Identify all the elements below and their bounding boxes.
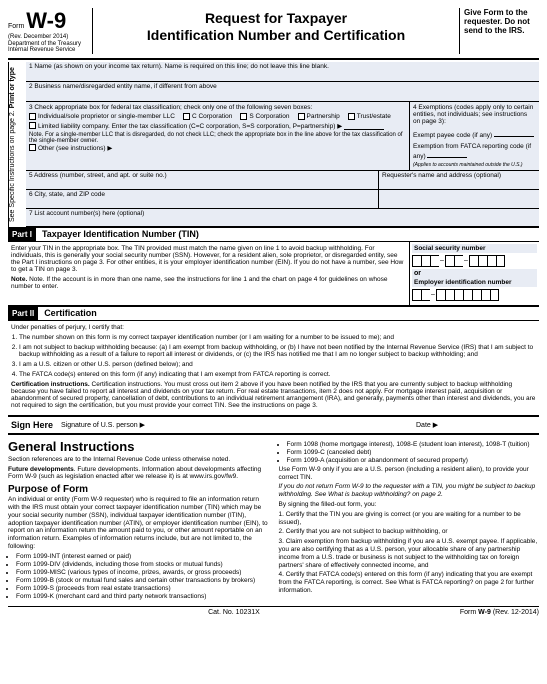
f4-note: (Applies to accounts maintained outside … [413,162,536,168]
cb-individual[interactable]: Individual/sole proprietor or single-mem… [29,113,175,120]
header-left: Form W-9 (Rev. December 2014) Department… [8,8,93,54]
part2-title: Certification [44,308,97,318]
tin-p2: Note. Note. If the account is in more th… [11,276,406,290]
sign-here-label: Sign Here [11,420,53,430]
cert-instructions: Certification instructions. Certificatio… [11,381,536,409]
page-footer: Cat. No. 10231X Form W-9 (Rev. 12-2014) [8,606,539,616]
cb-trust[interactable]: Trust/estate [348,113,391,120]
form-body: 1 Name (as shown on your income tax retu… [26,62,539,227]
col2-s3: 3. Claim exemption from backup withholdi… [279,538,540,569]
form-number: W-9 [26,8,66,33]
cb-other[interactable]: Other (see instructions) ▶ [29,144,406,152]
col2-p1: Use Form W-9 only if you are a U.S. pers… [279,466,540,482]
title-line2: Identification Number and Certification [101,27,451,44]
ein-input[interactable]: – [412,289,537,301]
signature-field[interactable]: Signature of U.S. person ▶ [61,421,416,429]
sidebar-line2: See Specific Instructions on page 2. [9,110,16,222]
cert-item-3: I am a U.S. citizen or other U.S. person… [19,361,536,368]
col2-p2: If you do not return Form W-9 to the req… [279,483,540,499]
field-3-classification: 3 Check appropriate box for federal tax … [26,102,539,171]
purpose-title: Purpose of Form [8,484,269,495]
box3-left: 3 Check appropriate box for federal tax … [26,102,409,170]
part1-title: Taxpayer Identification Number (TIN) [42,229,199,239]
date-field[interactable]: Date ▶ [416,421,536,429]
ein-label: Employer identification number [412,278,537,287]
header-center: Request for Taxpayer Identification Numb… [93,8,459,54]
form-header: Form W-9 (Rev. December 2014) Department… [8,8,539,60]
f4-label: 4 Exemptions (codes apply only to certai… [413,104,536,125]
certification-section: Under penalties of perjury, I certify th… [8,321,539,415]
revision-date: (Rev. December 2014) [8,34,88,41]
gen-p1: Section references are to the Internal R… [8,456,269,464]
cb-llc[interactable]: Limited liability company. Enter the tax… [29,122,406,130]
gen-p2: Future developments. Future developments… [8,466,269,482]
field-2-business[interactable]: 2 Business name/disregarded entity name,… [26,82,539,102]
part2-header: Part II Certification [8,306,539,321]
field-7-account[interactable]: 7 List account number(s) here (optional) [26,209,539,227]
footer-form: Form W-9 (Rev. 12-2014) [460,609,539,616]
tin-p1: Enter your TIN in the appropriate box. T… [11,245,406,273]
or-label: or [412,269,537,278]
instructions-col1: General Instructions Section references … [8,439,269,602]
f3-label: 3 Check appropriate box for federal tax … [29,104,406,111]
part1-header: Part I Taxpayer Identification Number (T… [8,227,539,242]
part1-label: Part I [8,228,36,241]
header-right: Give Form to the requester. Do not send … [459,8,539,54]
field-4-exemptions: 4 Exemptions (codes apply only to certai… [409,102,539,170]
f4-exempt[interactable]: Exempt payee code (if any) [413,129,536,139]
tin-boxes-area: Social security number – – or Employer i… [409,242,539,305]
f3-note: Note. For a single-member LLC that is di… [29,132,406,144]
purpose-p1: An individual or entity (Form W-9 reques… [8,496,269,551]
tin-text: Enter your TIN in the appropriate box. T… [8,242,409,305]
cert-intro: Under penalties of perjury, I certify th… [11,324,536,331]
f4-fatca[interactable]: Exemption from FATCA reporting code (if … [413,143,536,160]
tin-section: Enter your TIN in the appropriate box. T… [8,242,539,306]
cb-ccorp[interactable]: C Corporation [183,113,232,120]
col2-list: Form 1098 (home mortgage interest), 1098… [279,441,540,464]
col2-s1: 1. Certify that the TIN you are giving i… [279,511,540,527]
col2-p3: By signing the filled-out form, you: [279,501,540,509]
field-1-name[interactable]: 1 Name (as shown on your income tax retu… [26,62,539,82]
cb-partnership[interactable]: Partnership [298,113,340,120]
main-form: See Specific Instructions on page 2. Pri… [8,62,539,227]
cert-list: The number shown on this form is my corr… [11,334,536,378]
cat-number: Cat. No. 10231X [208,609,260,616]
field-5-address[interactable]: 5 Address (number, street, and apt. or s… [26,171,379,189]
part2-label: Part II [8,307,38,320]
cert-item-4: The FATCA code(s) entered on this form (… [19,371,536,378]
ssn-label: Social security number [412,244,537,253]
field-6-city[interactable]: 6 City, state, and ZIP code [26,190,379,208]
dept-label: Department of the Treasury [8,41,88,48]
sidebar-instructions: See Specific Instructions on page 2. Pri… [8,62,26,227]
checkbox-row-1: Individual/sole proprietor or single-mem… [29,113,406,120]
cert-item-2: I am not subject to backup withholding b… [19,344,536,358]
title-line1: Request for Taxpayer [101,10,451,27]
col2-s2: 2. Certify that you are not subject to b… [279,528,540,536]
sidebar-line1: Print or type [9,67,16,108]
instructions-section: General Instructions Section references … [8,439,539,602]
signature-row: Sign Here Signature of U.S. person ▶ Dat… [8,415,539,435]
instructions-col2: Form 1098 (home mortgage interest), 1098… [279,439,540,602]
col2-s4: 4. Certify that FATCA code(s) entered on… [279,571,540,594]
cb-scorp[interactable]: S Corporation [240,113,289,120]
purpose-list: Form 1099-INT (interest earned or paid) … [8,553,269,600]
ssn-input[interactable]: – – [412,255,537,267]
cert-item-1: The number shown on this form is my corr… [19,334,536,341]
w9-form-page: Form W-9 (Rev. December 2014) Department… [0,0,547,624]
irs-label: Internal Revenue Service [8,47,88,54]
gen-inst-title: General Instructions [8,439,269,454]
field-requester[interactable]: Requester's name and address (optional) [379,171,539,189]
form-label: Form [8,23,24,30]
